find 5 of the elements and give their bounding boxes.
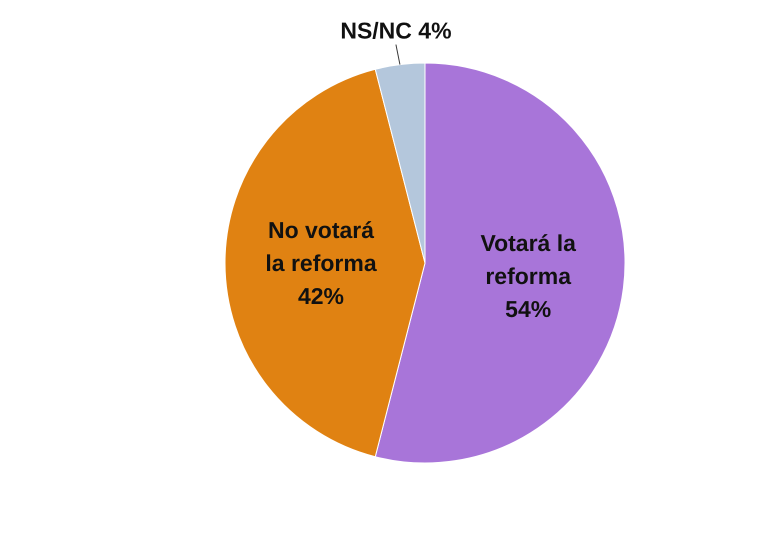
data-label: 54% (505, 296, 552, 322)
slice-label: No votará la reforma (265, 217, 377, 276)
data-label: 42% (298, 283, 344, 309)
slice-label: NS/NC 4% (340, 18, 452, 44)
slice-label: Votará la reforma (480, 230, 576, 290)
